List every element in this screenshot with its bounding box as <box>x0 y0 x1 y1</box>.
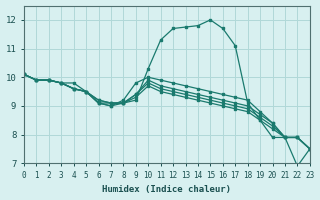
X-axis label: Humidex (Indice chaleur): Humidex (Indice chaleur) <box>102 185 231 194</box>
